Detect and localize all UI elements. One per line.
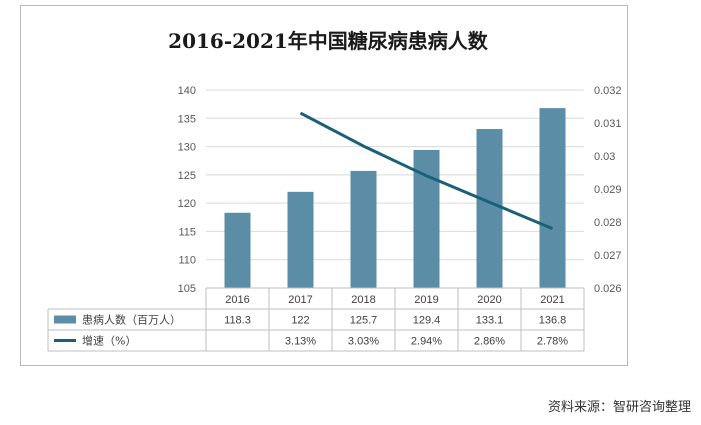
right-tick-label: 0.029 [594,184,622,196]
table-value: 125.7 [350,315,378,327]
right-tick-label: 0.027 [594,250,622,262]
table-value: 122 [291,315,309,327]
bar [350,170,377,288]
left-tick-label: 110 [178,255,196,267]
bar [224,212,251,288]
table-value: 118.3 [224,315,251,327]
chart-svg: 2016-2021年中国糖尿病患病人数 105 110 115 120 125 130 13… [47,29,622,352]
chart-title: 2016-2021年中国糖尿病患病人数 [168,29,489,53]
left-tick-label: 135 [178,113,196,125]
bars-layer [224,108,566,288]
bar [287,191,314,288]
right-tick-label: 0.026 [594,283,622,295]
category-label: 2018 [351,294,375,306]
legend-key-bar [54,315,76,324]
category-label: 2019 [414,294,438,306]
right-tick-label: 0.028 [594,217,622,229]
grid-layer [206,89,584,261]
series-name: 患病人数（百万人） [82,313,181,327]
table-value: 2.86% [474,336,505,348]
left-tick-label: 125 [178,170,196,182]
table-value: 129.4 [413,315,441,327]
category-label: 2017 [288,294,312,306]
left-tick-label: 105 [178,283,196,295]
bar [476,129,503,288]
bar [539,108,566,288]
table-value: 3.03% [348,336,379,348]
growth-line [299,111,554,230]
table-value: 2.94% [411,336,442,348]
category-label: 2016 [225,294,249,306]
left-tick-label: 115 [178,226,196,238]
left-tick-label: 130 [178,142,196,154]
line-layer [299,111,554,230]
series-name: 增速（%） [82,334,136,348]
table-value: 2.78% [537,336,568,348]
category-label: 2020 [477,294,501,306]
category-label: 2021 [540,294,564,306]
left-tick-label: 140 [178,85,196,97]
left-axis: 105 110 115 120 125 130 135 140 [178,85,196,295]
right-axis: 0.026 0.027 0.028 0.029 0.03 0.031 0.032 [594,85,622,295]
right-tick-label: 0.03 [594,151,615,163]
right-tick-label: 0.031 [594,118,622,130]
table-value: 133.1 [476,315,504,327]
table-value: 136.8 [539,315,567,327]
source-note: 资料来源：智研咨询整理 [547,400,691,415]
chart-frame: 2016-2021年中国糖尿病患病人数 105 110 115 120 125 130 13… [20,5,628,366]
right-tick-label: 0.032 [594,85,622,97]
left-tick-label: 120 [178,198,196,210]
data-table: 2016 2017 2018 2019 2020 2021 患病人数（百万人） 118.3 12… [47,287,585,352]
table-value: 3.13% [285,336,316,348]
